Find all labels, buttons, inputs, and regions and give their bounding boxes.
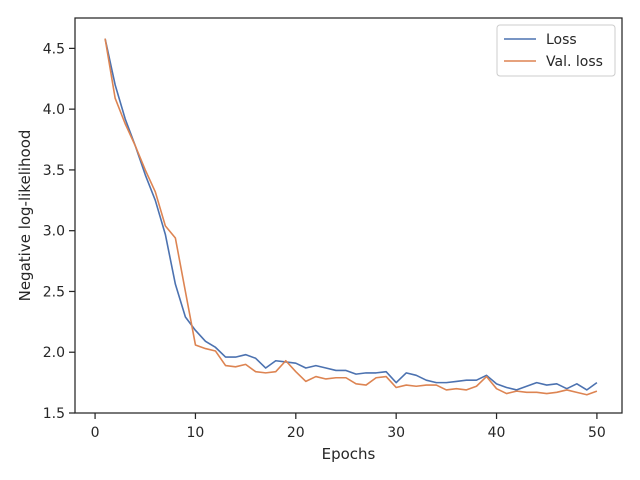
axes-frame (74, 17, 623, 414)
legend: Loss Val. loss (496, 24, 616, 77)
x-axis-label: Epochs (322, 445, 376, 463)
series-line-loss (104, 38, 598, 391)
y-tick-label: 1.5 (43, 406, 65, 422)
x-tick-label: 30 (387, 425, 405, 441)
series-line-val-loss (104, 38, 598, 396)
x-axis-ticks: 0 10 20 30 40 50 (91, 413, 606, 441)
y-tick-label: 4.0 (43, 102, 65, 118)
y-tick-label: 3.5 (43, 163, 65, 179)
x-tick-label: 0 (91, 425, 100, 441)
y-tick-label: 2.0 (43, 345, 65, 361)
legend-box (496, 24, 616, 77)
x-tick-label: 20 (287, 425, 305, 441)
series-layer (104, 38, 598, 396)
legend-label-val-loss: Val. loss (546, 54, 603, 70)
y-tick-label: 4.5 (43, 41, 65, 57)
legend-label-loss: Loss (546, 32, 577, 48)
x-tick-label: 10 (187, 425, 205, 441)
y-tick-label: 2.5 (43, 284, 65, 300)
y-axis-label: Negative log-likelihood (16, 130, 34, 302)
y-axis-ticks: 1.5 2.0 2.5 3.0 3.5 4.0 4.5 (43, 41, 75, 422)
y-tick-label: 3.0 (43, 224, 65, 240)
x-tick-label: 50 (588, 425, 606, 441)
x-tick-label: 40 (488, 425, 506, 441)
